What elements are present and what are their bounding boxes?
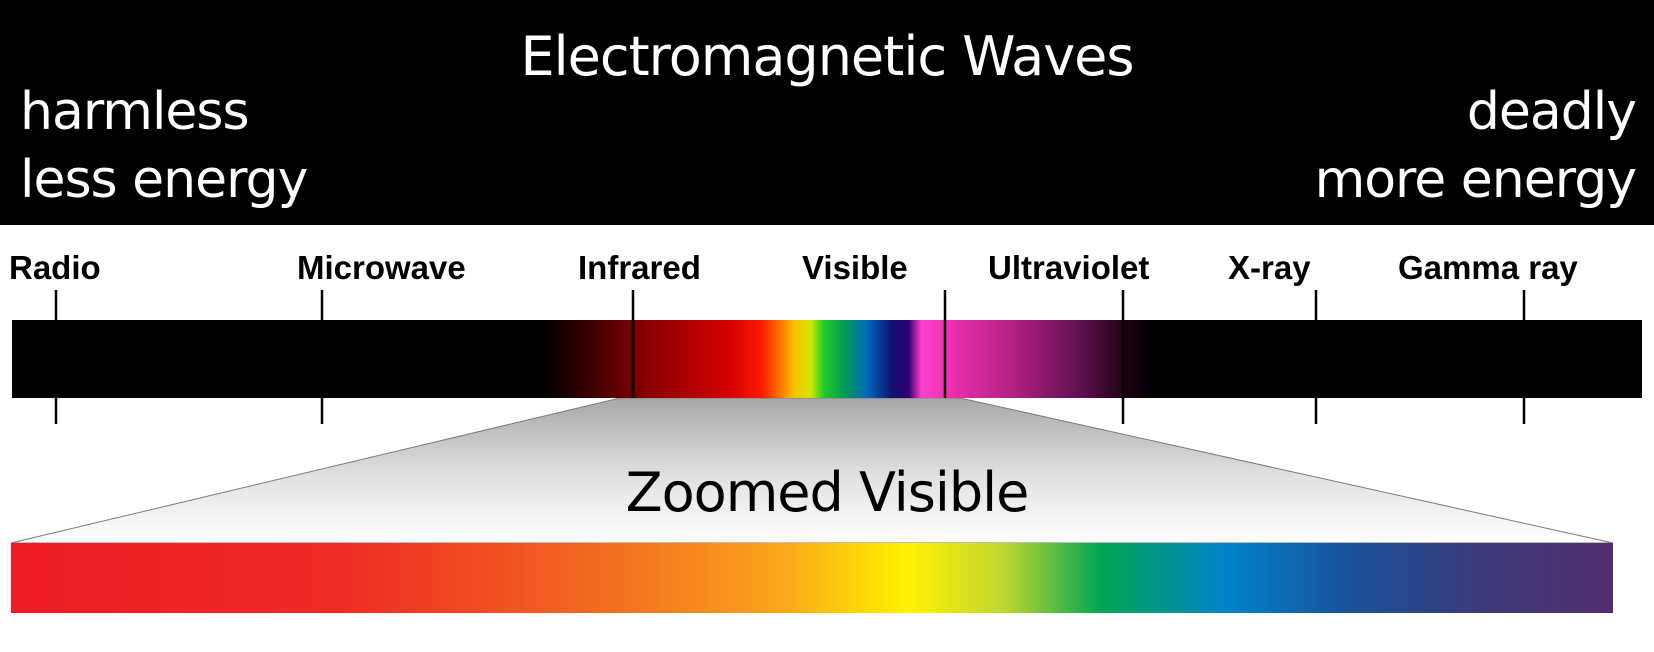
right-descriptor-energy: more energy xyxy=(1314,150,1637,210)
zoomed-visible-bar xyxy=(11,543,1613,613)
band-label-radio: Radio xyxy=(9,249,101,286)
header-banner: Electromagnetic Waves harmless less ener… xyxy=(0,0,1654,225)
band-label-visible: Visible xyxy=(802,249,908,286)
band-label-microwave: Microwave xyxy=(297,249,466,286)
band-label-infrared: Infrared xyxy=(578,249,701,286)
band-label-gamma-ray: Gamma ray xyxy=(1398,249,1578,286)
left-descriptor-energy: less energy xyxy=(20,150,308,210)
diagram-title: Electromagnetic Waves xyxy=(520,25,1134,88)
left-descriptor-harmless: harmless xyxy=(20,82,250,142)
band-label-x-ray: X-ray xyxy=(1228,249,1311,286)
right-descriptor-deadly: deadly xyxy=(1466,82,1637,142)
tick-marks xyxy=(54,290,1526,424)
spectrum-bar xyxy=(12,320,1642,398)
band-label-ultraviolet: Ultraviolet xyxy=(988,249,1149,286)
zoom-label: Zoomed Visible xyxy=(626,461,1029,524)
